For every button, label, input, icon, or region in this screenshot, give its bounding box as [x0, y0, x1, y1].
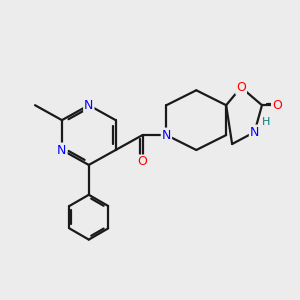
Text: O: O	[138, 155, 148, 168]
Text: H: H	[262, 117, 270, 127]
Text: O: O	[272, 99, 282, 112]
Text: N: N	[57, 143, 67, 157]
Text: N: N	[250, 126, 259, 139]
Text: N: N	[162, 129, 171, 142]
Text: N: N	[84, 99, 94, 112]
Text: O: O	[236, 81, 246, 94]
